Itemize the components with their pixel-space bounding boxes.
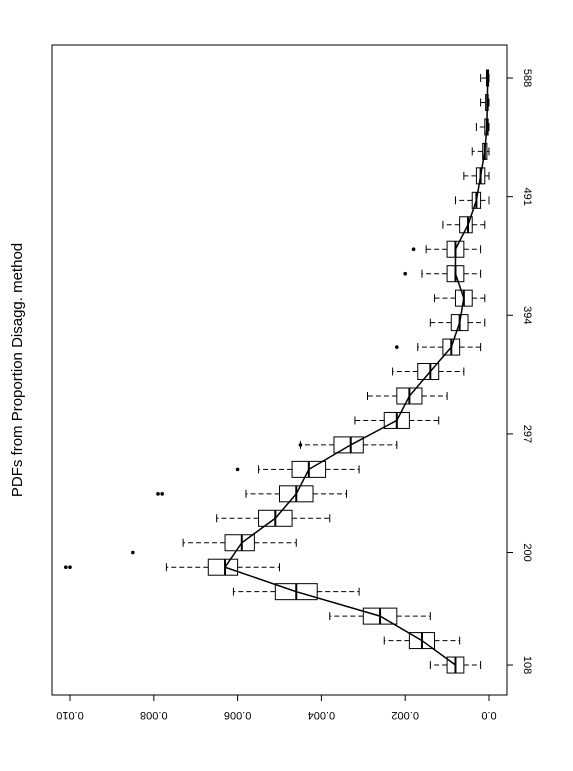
plot-frame (51, 44, 508, 696)
box (333, 436, 364, 454)
outlier (64, 565, 68, 570)
outlier (298, 443, 303, 447)
x-tick-label: 491 (521, 187, 533, 205)
y-tick-label: 0.010 (56, 709, 84, 721)
y-tick-label: 0.0 (481, 709, 496, 721)
chart-title: PDFs from Proportion Disagg. method (9, 243, 26, 497)
outlier (156, 492, 160, 496)
x-tick-label: 297 (521, 425, 533, 443)
x-tick-label: 108 (521, 656, 533, 674)
outlier (131, 550, 135, 555)
x-tick-label: 588 (521, 69, 533, 87)
outlier (68, 565, 72, 570)
median-curve (223, 78, 489, 666)
outlier (235, 467, 240, 472)
outlier (160, 492, 164, 496)
outlier (403, 271, 407, 276)
x-tick-label: 394 (521, 306, 533, 324)
x-tick-label: 200 (521, 543, 533, 561)
y-tick-label: 0.006 (224, 709, 252, 721)
outlier (411, 247, 416, 252)
y-tick-label: 0.004 (308, 709, 336, 721)
box (207, 558, 239, 576)
y-tick-label: 0.008 (140, 709, 168, 721)
outlier (395, 345, 399, 349)
y-tick-label: 0.002 (391, 709, 419, 721)
